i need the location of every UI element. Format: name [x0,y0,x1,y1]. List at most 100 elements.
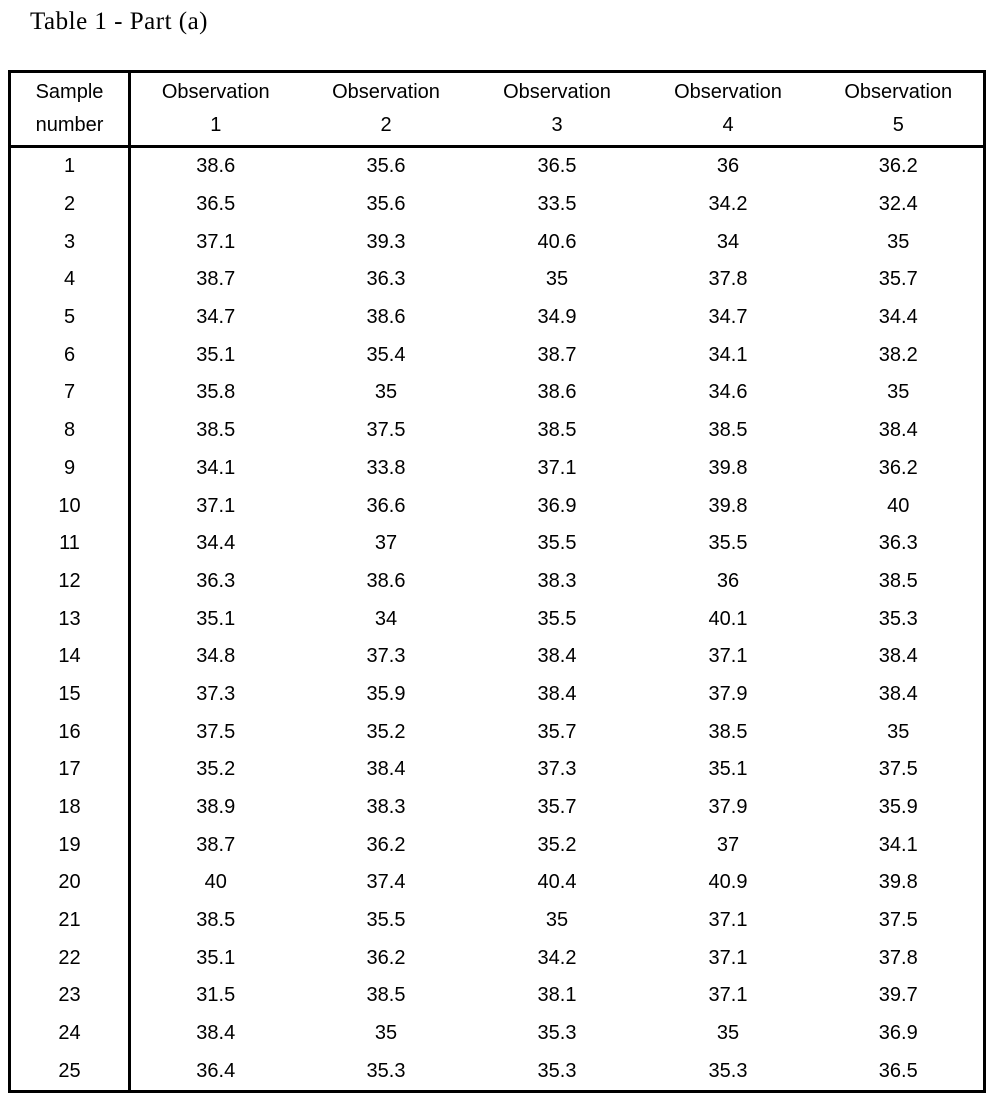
observation-2-cell: 35 [374,1022,398,1045]
observation-4-cell: 40.1 [708,607,748,630]
table-row: 15 37.3 35.9 38.4 37.9 38.4 [9,675,985,714]
table-row: 24 38.4 35 35.3 35 36.9 [9,1014,985,1053]
table-caption: Table 1 - Part (a) [30,8,209,35]
table-row: 10 37.1 36.6 36.9 39.8 40 [9,487,985,525]
observation-3-cell: 38.5 [537,419,577,442]
observation-5-cell: 35 [887,720,910,743]
observation-1-cell: 34.4 [196,532,236,555]
observation-3-cell: 35.7 [537,796,577,819]
observation-4-cell: 34.1 [708,343,748,366]
table-body: 1 38.6 35.6 36.5 36 36.2 2 36.5 35.6 33.5 34.2 32.4… [9,146,985,1092]
observation-4-cell: 37.9 [708,796,748,819]
document-page: Table 1 - Part (a) Sample number Observati… [0,8,1000,1094]
observation-4-cell: 37.9 [708,682,748,705]
sample-number-cell: 10 [9,487,131,525]
observation-4-cell: 34.6 [708,381,748,404]
observation-3-cell: 38.3 [537,569,577,592]
sample-number-cell: 14 [9,637,131,676]
sample-number-cell: 15 [9,675,131,714]
data-table: Sample number Observation 1 Observation 2 Obse… [8,70,986,1094]
observation-1-cell: 35.8 [196,381,236,404]
observation-4-cell: 34 [716,230,740,253]
sample-number-cell: 3 [9,223,131,262]
observation-2-cell: 35.4 [366,343,406,366]
sample-number-cell: 20 [9,864,131,902]
observation-3-cell: 35.5 [537,532,577,555]
header-label-line2: 3 [551,114,563,136]
observation-3-cell: 36.9 [537,494,577,517]
table-row: 23 31.5 38.5 38.1 37.1 39.7 [9,977,985,1015]
header-observation-3: Observation 3 [471,71,643,148]
observation-3-cell: 40.4 [537,871,577,894]
observation-2-cell: 33.8 [366,456,406,479]
sample-number-cell: 23 [9,977,131,1015]
observation-2-cell: 36.2 [366,946,406,969]
sample-number-cell: 25 [9,1052,131,1092]
sample-number-cell: 8 [9,411,131,450]
observation-2-cell: 39.3 [366,230,406,253]
observation-3-cell: 35 [545,268,569,291]
header-label-line1: Observation [161,81,270,103]
observation-1-cell: 38.6 [196,155,236,178]
observation-5-cell: 37.8 [878,946,918,969]
observation-5-cell: 34.4 [878,306,918,329]
observation-1-cell: 38.5 [196,419,236,442]
sample-number-cell: 22 [9,939,131,978]
table-row: 12 36.3 38.6 38.3 36 38.5 [9,562,985,601]
observation-2-cell: 34 [374,607,398,630]
observation-4-cell: 38.5 [708,419,748,442]
observation-3-cell: 35.7 [537,720,577,743]
observation-1-cell: 36.5 [196,193,236,216]
sample-number-cell: 1 [9,146,131,186]
observation-3-cell: 34.9 [537,306,577,329]
observation-3-cell: 38.4 [537,645,577,668]
observation-3-cell: 40.6 [537,230,577,253]
observation-2-cell: 38.5 [366,984,406,1007]
observation-2-cell: 38.4 [366,758,406,781]
observation-1-cell: 36.4 [196,1059,236,1082]
observation-2-cell: 37.3 [366,645,406,668]
observation-5-cell: 38.2 [878,343,918,366]
header-label-line2: 4 [722,114,734,136]
observation-1-cell: 37.5 [196,720,236,743]
observation-4-cell: 34.2 [708,193,748,216]
observation-4-cell: 36 [716,569,740,592]
observation-2-cell: 37.4 [366,871,406,894]
observation-4-cell: 37.1 [708,984,748,1007]
observation-5-cell: 38.4 [878,682,918,705]
observation-3-cell: 35.3 [537,1059,577,1082]
observation-1-cell: 38.7 [196,268,236,291]
header-row: Sample number Observation 1 Observation 2 Obse… [9,71,985,148]
observation-1-cell: 35.1 [196,946,236,969]
table-row: 18 38.9 38.3 35.7 37.9 35.9 [9,788,985,827]
observation-1-cell: 35.1 [196,607,236,630]
sample-number-cell: 6 [9,336,131,375]
sample-number-cell: 2 [9,185,131,224]
observation-2-cell: 35.3 [366,1059,406,1082]
observation-4-cell: 34.7 [708,306,748,329]
observation-4-cell: 36 [716,155,740,178]
sample-number-cell: 17 [9,751,131,789]
observation-3-cell: 35.3 [537,1022,577,1045]
table-row: 8 38.5 37.5 38.5 38.5 38.4 [9,411,985,450]
observation-5-cell: 32.4 [878,193,918,216]
observation-3-cell: 36.5 [537,155,577,178]
header-observation-4: Observation 4 [642,71,814,148]
observation-5-cell: 35.7 [878,268,918,291]
observation-2-cell: 36.3 [366,268,406,291]
observation-5-cell: 38.4 [878,645,918,668]
observation-5-cell: 38.5 [878,569,918,592]
table-row: 1 38.6 35.6 36.5 36 36.2 [9,146,985,186]
observation-1-cell: 37.1 [196,494,236,517]
sample-number-cell: 13 [9,600,131,638]
table-row: 19 38.7 36.2 35.2 37 34.1 [9,826,985,865]
table-row: 11 34.4 37 35.5 35.5 36.3 [9,524,985,563]
observation-1-cell: 36.3 [196,569,236,592]
table-row: 21 38.5 35.5 35 37.1 37.5 [9,901,985,940]
observation-2-cell: 36.6 [366,494,406,517]
observation-5-cell: 39.7 [878,984,918,1007]
observation-5-cell: 35.3 [878,607,918,630]
observation-3-cell: 37.1 [537,456,577,479]
observation-5-cell: 37.5 [878,758,918,781]
observation-5-cell: 35 [887,230,910,253]
